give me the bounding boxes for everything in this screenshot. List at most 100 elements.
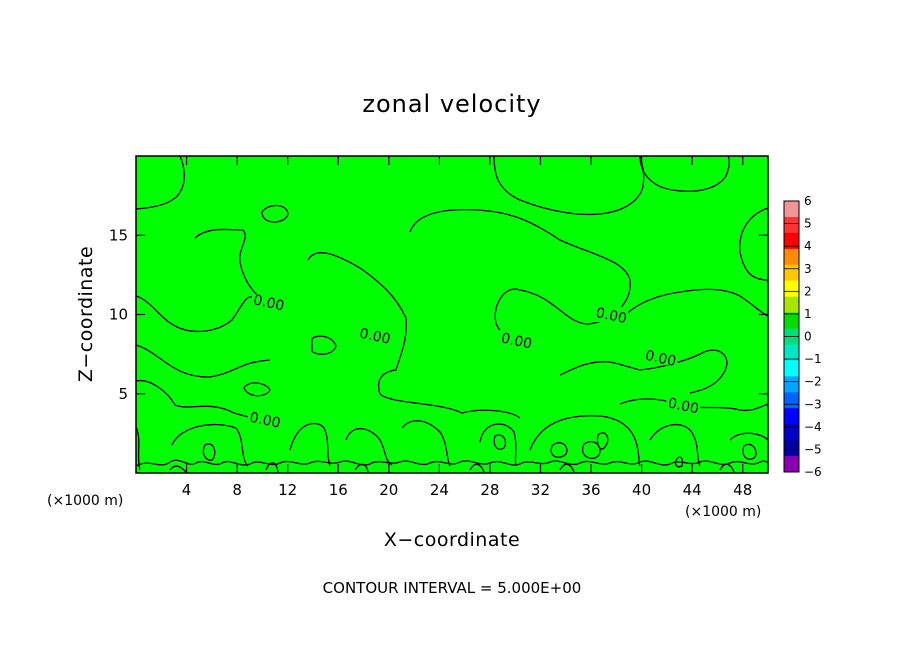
contour-line: [559, 463, 575, 473]
contour-line: [649, 423, 701, 467]
contour-line: [307, 252, 521, 419]
x-tick-label: 28: [480, 481, 499, 499]
y-tick-label: 15: [109, 226, 128, 244]
colorbar-label: 2: [804, 284, 812, 298]
x-tick-label: 32: [531, 481, 550, 499]
x-tick-label: 44: [683, 481, 702, 499]
x-axis-label: X−coordinate: [384, 529, 520, 551]
contour-line: [493, 155, 645, 216]
contour-line: [171, 423, 249, 467]
contour-line: [409, 209, 631, 331]
contour-label: 0.00: [644, 348, 678, 370]
colorbar-swatch: [784, 280, 799, 298]
contour-line: [729, 432, 769, 441]
contour-line: [401, 420, 451, 467]
colorbar-swatch: [784, 216, 799, 234]
y-axis-label: Z−coordinate: [75, 246, 97, 382]
x-axis-ticks: 4 8 12 16 20 24 28 32 36 40 44 48: [182, 156, 752, 499]
colorbar: 6 5 4 3 2 1 0 −1 −2 −3 −4 −5 −6: [783, 194, 822, 479]
colorbar-label: 5: [804, 217, 812, 231]
colorbar-label: 3: [804, 262, 812, 276]
colorbar-label: −6: [804, 465, 822, 479]
contour-line: [169, 465, 187, 473]
colorbar-label: 0: [804, 330, 812, 344]
colorbar-swatch: [784, 440, 799, 457]
x-tick-label: 4: [182, 481, 192, 499]
colorbar-label: 1: [804, 307, 812, 321]
colorbar-swatch: [784, 424, 799, 441]
contour-lines: [135, 155, 769, 473]
contour-line: [135, 344, 271, 378]
colorbar-swatch: [784, 312, 799, 330]
contour-line: [550, 442, 568, 458]
contour-line: [261, 204, 289, 223]
colorbar-swatch: [784, 344, 799, 361]
colorbar-swatch: [784, 376, 799, 393]
contour-label: 0.00: [594, 305, 628, 327]
colorbar-label: −5: [804, 442, 822, 456]
y-axis-ticks: 5 10 15: [109, 226, 768, 403]
plot-area: 0.000.00 0.000.000.000.000.00 4 8 12 16 20 24 2…: [109, 155, 769, 499]
contour-line: [493, 434, 507, 450]
contour-line: [674, 456, 684, 468]
contour-line: [639, 155, 730, 192]
contour-label-bg: [594, 307, 629, 323]
contour-line: [135, 155, 185, 210]
contour-label-bg: [357, 327, 392, 343]
colorbar-swatch: [784, 264, 799, 282]
contour-line: [311, 335, 337, 355]
contour-line: [719, 463, 735, 473]
field-fill: [136, 156, 768, 473]
x-tick-label: 20: [379, 481, 398, 499]
contour-label-bg: [499, 332, 534, 348]
colorbar-swatch: [784, 456, 799, 473]
colorbar-swatch: [784, 408, 799, 425]
contour-label: 0.00: [248, 410, 282, 432]
contour-line: [202, 443, 216, 461]
contour-line: [135, 459, 769, 467]
y-tick-label: 10: [109, 306, 128, 324]
y-tick-label: 5: [118, 385, 128, 403]
contour-line: [742, 443, 757, 460]
contour-line: [479, 423, 517, 467]
contour-label: 0.00: [500, 330, 534, 352]
contour-label: 0.00: [252, 292, 286, 314]
x-tick-label: 40: [632, 481, 651, 499]
contour-line: [581, 441, 601, 459]
colorbar-label: −1: [804, 352, 822, 366]
colorbar-label: −2: [804, 375, 822, 389]
contour-line: [345, 428, 393, 466]
contour-label-bg: [247, 411, 282, 427]
colorbar-swatch: [784, 248, 799, 266]
contour-line: [243, 382, 271, 397]
colorbar-label: 4: [804, 239, 812, 253]
contour-label-bg: [251, 294, 286, 310]
contour-line: [265, 462, 279, 473]
x-tick-label: 36: [581, 481, 600, 499]
contour-line: [529, 415, 641, 467]
contour-label: 0.00: [666, 395, 700, 417]
x-unit-right: (×1000 m): [685, 504, 761, 520]
colorbar-label: 6: [804, 194, 812, 208]
contour-label-bg: [666, 397, 701, 413]
colorbar-swatch: [784, 232, 799, 250]
contour-line: [739, 207, 769, 281]
x-tick-label: 48: [733, 481, 752, 499]
colorbar-swatch: [784, 392, 799, 409]
contour-labels: 0.00 0.00 0.00 0.00 0.00 0.00 0.00: [247, 292, 701, 432]
colorbar-swatch: [784, 296, 799, 314]
colorbar-swatch: [784, 360, 799, 377]
contour-label-bg: [643, 349, 678, 365]
x-tick-label: 16: [329, 481, 348, 499]
contour-line: [624, 288, 769, 317]
x-unit-left: (×1000 m): [47, 493, 123, 509]
x-tick-label: 24: [430, 481, 449, 499]
x-tick-label: 12: [278, 481, 297, 499]
contour-interval-note: CONTOUR INTERVAL = 5.000E+00: [323, 579, 582, 597]
contour-line: [135, 426, 141, 471]
contour-line: [619, 398, 769, 412]
colorbar-label: −3: [804, 397, 822, 411]
colorbar-label: −4: [804, 420, 822, 434]
contour-line: [194, 228, 269, 305]
